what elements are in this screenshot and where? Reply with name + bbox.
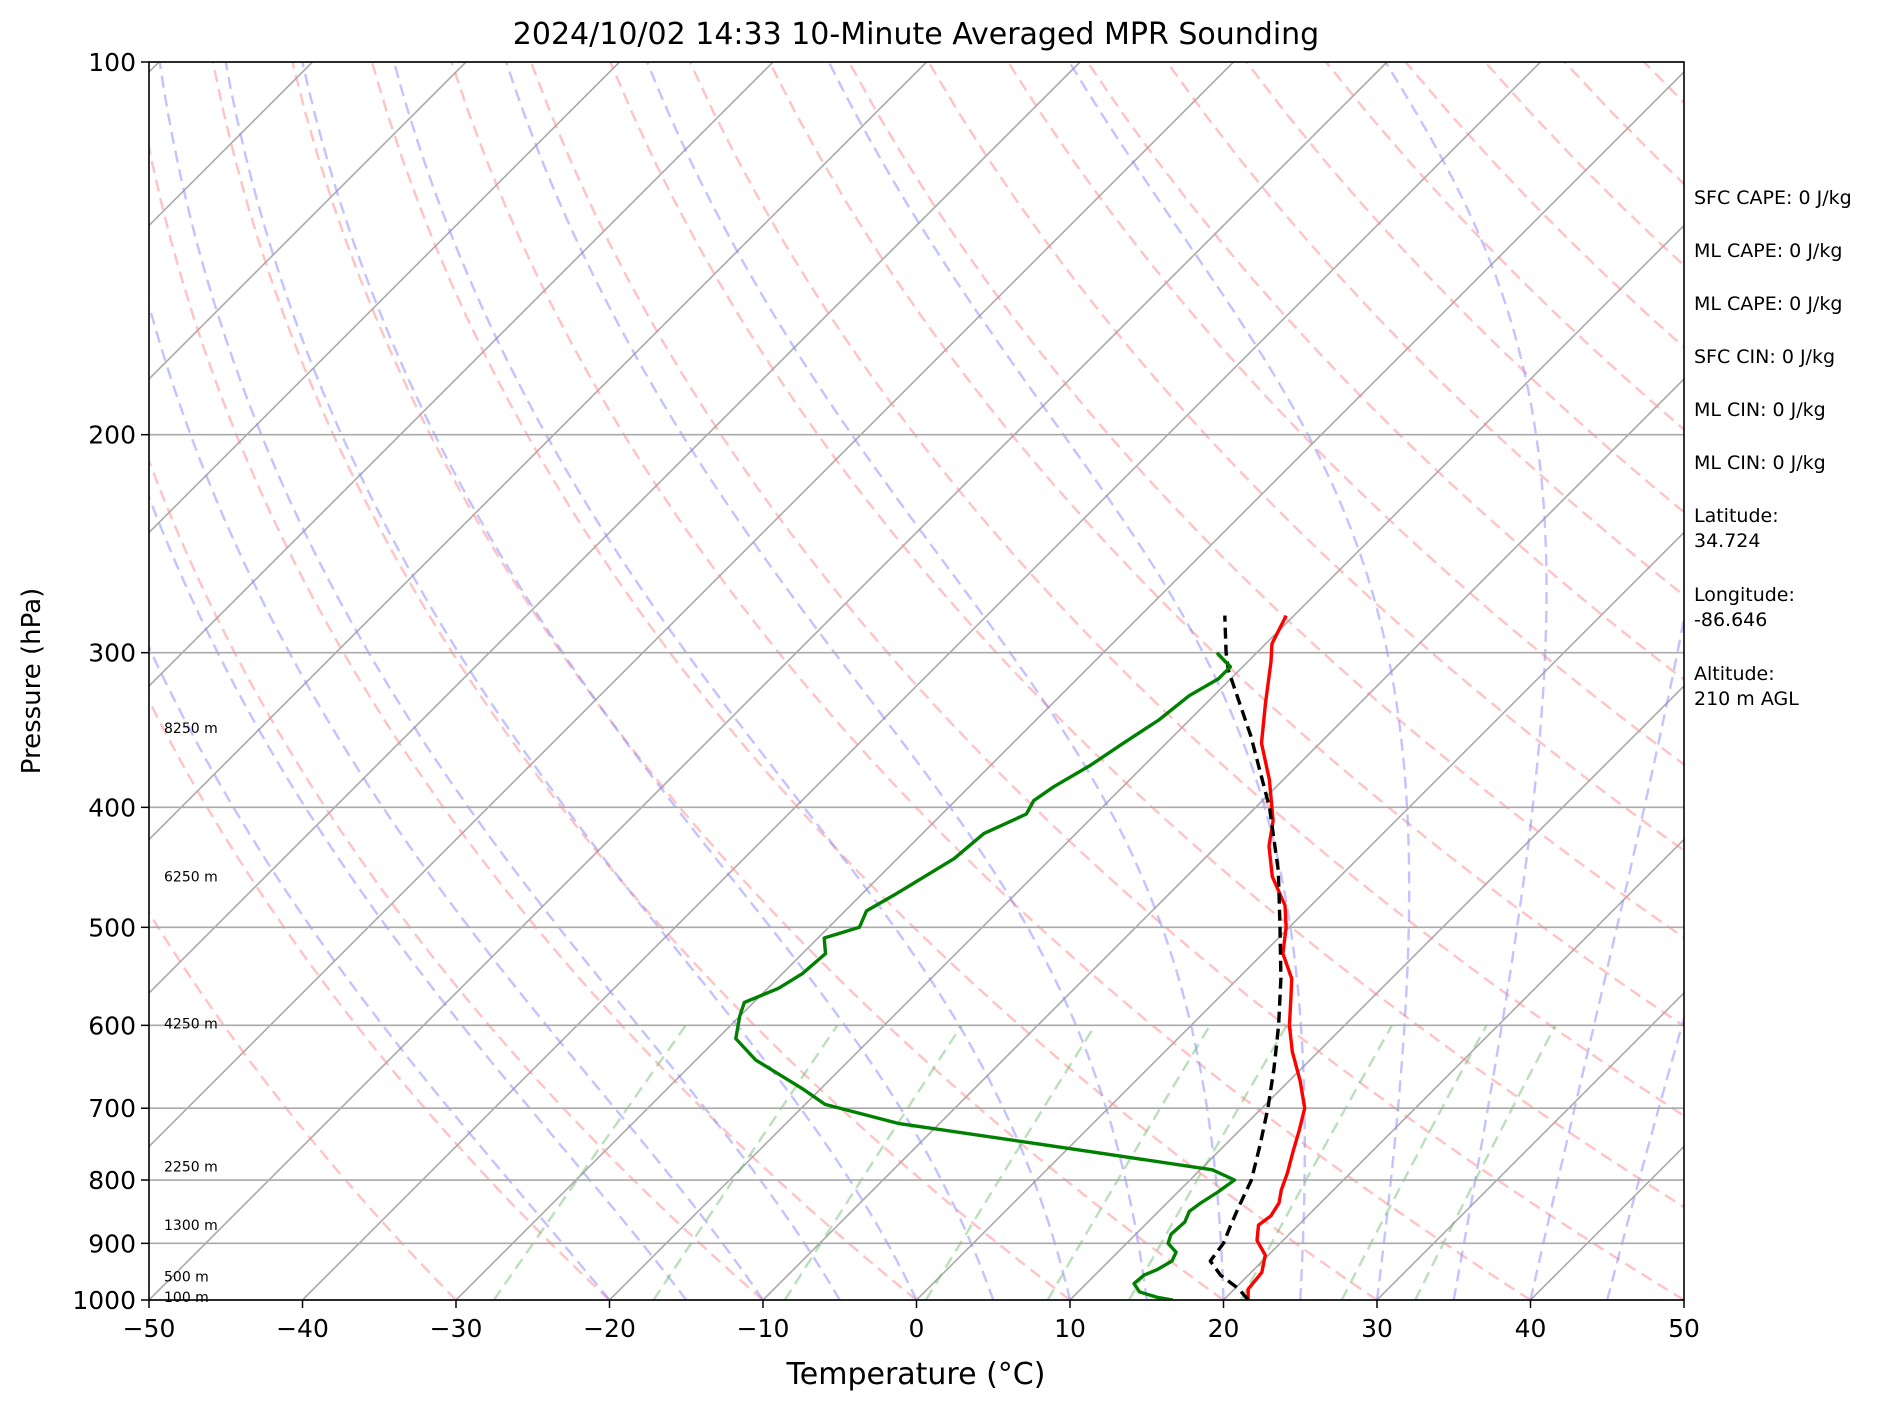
height-label: 1300 m [164,1218,218,1234]
x-tick-label: −30 [430,1314,483,1343]
height-label: 6250 m [164,870,218,886]
y-tick-label: 900 [88,1229,136,1258]
y-tick-label: 300 [88,639,136,668]
sfc-cape: SFC CAPE: 0 J/kg [1694,187,1852,209]
longitude: Longitude: -86.646 [1694,584,1795,631]
chart-title: 2024/10/02 14:33 10-Minute Averaged MPR … [513,17,1319,52]
isotherm [149,62,774,688]
dry-adiabat [370,62,1378,1300]
dry-adiabat [211,62,1071,1300]
dry-adiabat [768,62,1684,1028]
height-labels: 8250 m 6250 m 4250 m 2250 m 1300 m 500 m 100 m [164,721,218,1306]
temperature-line [1246,614,1307,1300]
background-lines [0,62,1684,1300]
x-tick-label: 30 [1361,1314,1393,1343]
x-tick-label: 10 [1054,1314,1086,1343]
moist-adiabat [1529,612,1684,1300]
altitude: Altitude: 210 m AGL [1694,663,1799,710]
x-axis-label: Temperature (°C) [786,1357,1046,1392]
ml-cape: ML CAPE: 0 J/kg [1694,240,1843,262]
dry-adiabat [291,62,1225,1300]
isotherm [915,531,1684,1300]
latitude: Latitude: 34.724 [1694,505,1779,552]
x-tick-label: −40 [276,1314,329,1343]
dry-adiabat [149,141,918,1300]
y-axis-ticks: 1000 900 800 700 600 500 400 300 200 100 [72,48,149,1315]
height-label: 4250 m [164,1017,218,1033]
x-axis-ticks: −50 −40 −30 −20 −10 0 10 20 30 40 50 [123,1300,1700,1343]
mixing-ratio-line [1414,1024,1557,1300]
y-tick-label: 600 [88,1011,136,1040]
sfc-cin: SFC CIN: 0 J/kg [1694,346,1836,368]
y-tick-label: 200 [88,421,136,450]
isotherm [149,62,621,534]
moist-adiabat [301,62,995,1300]
isotherm [149,62,1388,1300]
ml-cape-repeat: ML CAPE: 0 J/kg [1694,293,1843,315]
dry-adiabat [149,910,457,1300]
height-label: 8250 m [164,721,218,737]
isotherm [301,62,1542,1300]
moist-adiabat [149,493,688,1300]
isotherm [149,62,1235,1148]
dry-adiabat [927,62,1684,852]
y-tick-label: 1000 [72,1286,136,1315]
moist-adiabat [827,62,1306,1300]
height-label: 2250 m [164,1159,218,1175]
mixing-ratio-line [492,1024,687,1300]
isotherm [1376,991,1684,1300]
moist-adiabat [1068,62,1411,1300]
ml-cin-repeat: ML CIN: 0 J/kg [1694,452,1826,474]
dry-adiabat [609,62,1684,1209]
moist-adiabat [158,62,841,1300]
y-tick-label: 100 [88,48,136,77]
mixing-ratio-line [1340,1024,1488,1300]
dry-adiabat [688,62,1684,1118]
dry-adiabat [149,457,764,1300]
isotherm [1069,684,1684,1300]
y-tick-label: 500 [88,913,136,942]
x-tick-label: −50 [123,1314,176,1343]
plot-frame [148,61,1685,1301]
y-tick-label: 700 [88,1094,136,1123]
moist-adiabat [645,62,1225,1300]
mixing-ratio-line [924,1024,1097,1300]
isotherm [149,62,928,841]
x-tick-label: 20 [1208,1314,1240,1343]
isotherm [0,62,6,1300]
sounding-info-panel: SFC CAPE: 0 J/kg ML CAPE: 0 J/kg ML CAPE… [1694,186,1889,741]
dry-adiabat [847,62,1684,940]
y-axis-label: Pressure (hPa) [17,588,47,775]
isotherm [149,62,467,381]
x-tick-label: −10 [737,1314,790,1343]
x-tick-label: −20 [583,1314,636,1343]
dry-adiabat [149,697,611,1300]
x-tick-label: 0 [909,1314,925,1343]
moist-adiabat [1384,62,1548,1300]
mixing-ratio-line [783,1024,963,1300]
moist-adiabat [392,62,1072,1300]
y-tick-label: 400 [88,793,136,822]
ml-cin: ML CIN: 0 J/kg [1694,399,1826,421]
height-label: 100 m [164,1290,209,1306]
dry-adiabat [529,62,1684,1300]
y-tick-label: 800 [88,1166,136,1195]
moist-adiabat [224,62,918,1300]
pressure-gridlines [149,61,1684,1301]
isotherm [608,224,1684,1300]
dry-adiabat [1166,62,1684,597]
height-label: 500 m [164,1269,209,1285]
isotherm [762,377,1684,1300]
data-lines [734,614,1307,1300]
dewpoint-line [734,651,1237,1300]
isotherm [1222,838,1684,1300]
moist-adiabat [149,301,764,1300]
isotherm [455,70,1684,1300]
parcel-line [1208,615,1283,1300]
x-tick-label: 50 [1668,1314,1700,1343]
x-tick-label: 40 [1515,1314,1547,1343]
isotherm [149,62,1081,995]
dry-adiabat [450,62,1532,1300]
